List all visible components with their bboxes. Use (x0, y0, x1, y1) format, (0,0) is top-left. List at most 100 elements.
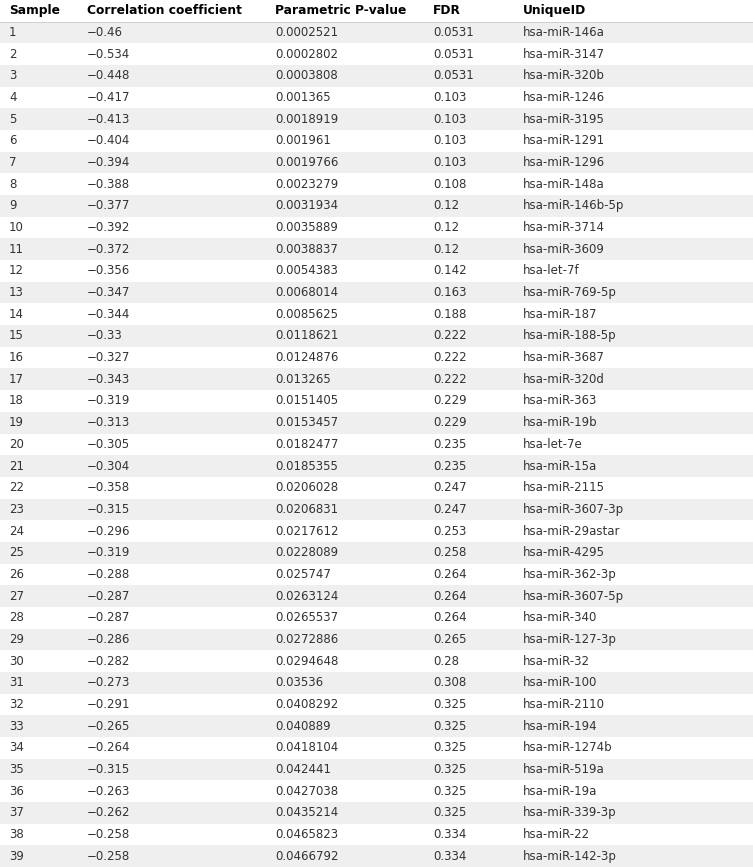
Bar (0, 43, 753, 65)
Bar (0, 607, 753, 629)
Text: 0.325: 0.325 (433, 806, 466, 819)
Text: 34: 34 (9, 741, 24, 754)
Text: 0.0206831: 0.0206831 (275, 503, 338, 516)
Text: 0.0185355: 0.0185355 (275, 460, 337, 473)
Text: 0.0531: 0.0531 (433, 26, 474, 39)
Text: hsa-miR-3195: hsa-miR-3195 (523, 113, 605, 126)
Text: 2: 2 (9, 48, 17, 61)
Text: 0.03536: 0.03536 (275, 676, 323, 689)
Text: 0.0085625: 0.0085625 (275, 308, 338, 321)
Text: 0.0002802: 0.0002802 (275, 48, 338, 61)
Bar (0, 347, 753, 368)
Text: −0.392: −0.392 (87, 221, 130, 234)
Text: 0.325: 0.325 (433, 720, 466, 733)
Text: −0.404: −0.404 (87, 134, 130, 147)
Text: 0.0038837: 0.0038837 (275, 243, 337, 256)
Text: hsa-let-7f: hsa-let-7f (523, 264, 580, 277)
Text: hsa-miR-2115: hsa-miR-2115 (523, 481, 605, 494)
Text: 0.12: 0.12 (433, 199, 459, 212)
Text: −0.265: −0.265 (87, 720, 130, 733)
Text: 8: 8 (9, 178, 17, 191)
Text: 0.0531: 0.0531 (433, 69, 474, 82)
Text: 0.0427038: 0.0427038 (275, 785, 338, 798)
Text: −0.327: −0.327 (87, 351, 130, 364)
Text: 0.0151405: 0.0151405 (275, 394, 338, 407)
Bar (0, 368, 753, 390)
Text: −0.417: −0.417 (87, 91, 130, 104)
Text: 11: 11 (9, 243, 24, 256)
Bar (0, 260, 753, 282)
Text: 22: 22 (9, 481, 24, 494)
Text: 36: 36 (9, 785, 24, 798)
Text: 0.325: 0.325 (433, 698, 466, 711)
Text: 6: 6 (9, 134, 17, 147)
Text: 0.001961: 0.001961 (275, 134, 331, 147)
Text: 12: 12 (9, 264, 24, 277)
Text: 3: 3 (9, 69, 17, 82)
Text: hsa-miR-3714: hsa-miR-3714 (523, 221, 605, 234)
Text: 0.253: 0.253 (433, 525, 466, 538)
Text: 0.001365: 0.001365 (275, 91, 331, 104)
Text: 14: 14 (9, 308, 24, 321)
Bar (0, 845, 753, 867)
Text: 0.265: 0.265 (433, 633, 466, 646)
Text: 0.229: 0.229 (433, 394, 467, 407)
Text: 0.025747: 0.025747 (275, 568, 331, 581)
Text: 0.325: 0.325 (433, 741, 466, 754)
Text: 16: 16 (9, 351, 24, 364)
Text: 0.334: 0.334 (433, 850, 466, 863)
Bar (0, 238, 753, 260)
Text: −0.388: −0.388 (87, 178, 130, 191)
Text: 5: 5 (9, 113, 17, 126)
Text: 0.0018919: 0.0018919 (275, 113, 338, 126)
Text: 39: 39 (9, 850, 24, 863)
Bar (0, 22, 753, 43)
Bar (0, 455, 753, 477)
Text: −0.282: −0.282 (87, 655, 130, 668)
Text: 0.258: 0.258 (433, 546, 466, 559)
Text: 0.235: 0.235 (433, 460, 466, 473)
Text: 0.264: 0.264 (433, 590, 467, 603)
Text: −0.315: −0.315 (87, 763, 130, 776)
Bar (0, 390, 753, 412)
Text: −0.315: −0.315 (87, 503, 130, 516)
Text: 0.0265537: 0.0265537 (275, 611, 338, 624)
Text: 0.308: 0.308 (433, 676, 466, 689)
Text: −0.287: −0.287 (87, 590, 130, 603)
Text: 0.264: 0.264 (433, 611, 467, 624)
Text: 0.334: 0.334 (433, 828, 466, 841)
Text: 0.0023279: 0.0023279 (275, 178, 338, 191)
Bar (0, 282, 753, 303)
Bar (0, 0, 753, 22)
Text: 0.28: 0.28 (433, 655, 459, 668)
Text: −0.319: −0.319 (87, 394, 130, 407)
Text: 0.235: 0.235 (433, 438, 466, 451)
Text: 0.12: 0.12 (433, 221, 459, 234)
Text: 0.0217612: 0.0217612 (275, 525, 338, 538)
Text: 0.0435214: 0.0435214 (275, 806, 338, 819)
Text: −0.343: −0.343 (87, 373, 130, 386)
Text: 13: 13 (9, 286, 24, 299)
Text: 31: 31 (9, 676, 24, 689)
Text: 26: 26 (9, 568, 24, 581)
Text: hsa-miR-19a: hsa-miR-19a (523, 785, 598, 798)
Text: hsa-miR-1296: hsa-miR-1296 (523, 156, 605, 169)
Text: 0.325: 0.325 (433, 763, 466, 776)
Bar (0, 694, 753, 715)
Text: −0.291: −0.291 (87, 698, 130, 711)
Text: −0.263: −0.263 (87, 785, 130, 798)
Text: hsa-miR-15a: hsa-miR-15a (523, 460, 598, 473)
Text: hsa-miR-187: hsa-miR-187 (523, 308, 598, 321)
Bar (0, 564, 753, 585)
Text: 0.0272886: 0.0272886 (275, 633, 338, 646)
Text: −0.344: −0.344 (87, 308, 130, 321)
Bar (0, 303, 753, 325)
Text: −0.347: −0.347 (87, 286, 130, 299)
Text: hsa-miR-769-5p: hsa-miR-769-5p (523, 286, 617, 299)
Text: hsa-miR-3609: hsa-miR-3609 (523, 243, 605, 256)
Text: hsa-miR-29astar: hsa-miR-29astar (523, 525, 620, 538)
Bar (0, 130, 753, 152)
Text: 10: 10 (9, 221, 24, 234)
Bar (0, 585, 753, 607)
Text: −0.394: −0.394 (87, 156, 130, 169)
